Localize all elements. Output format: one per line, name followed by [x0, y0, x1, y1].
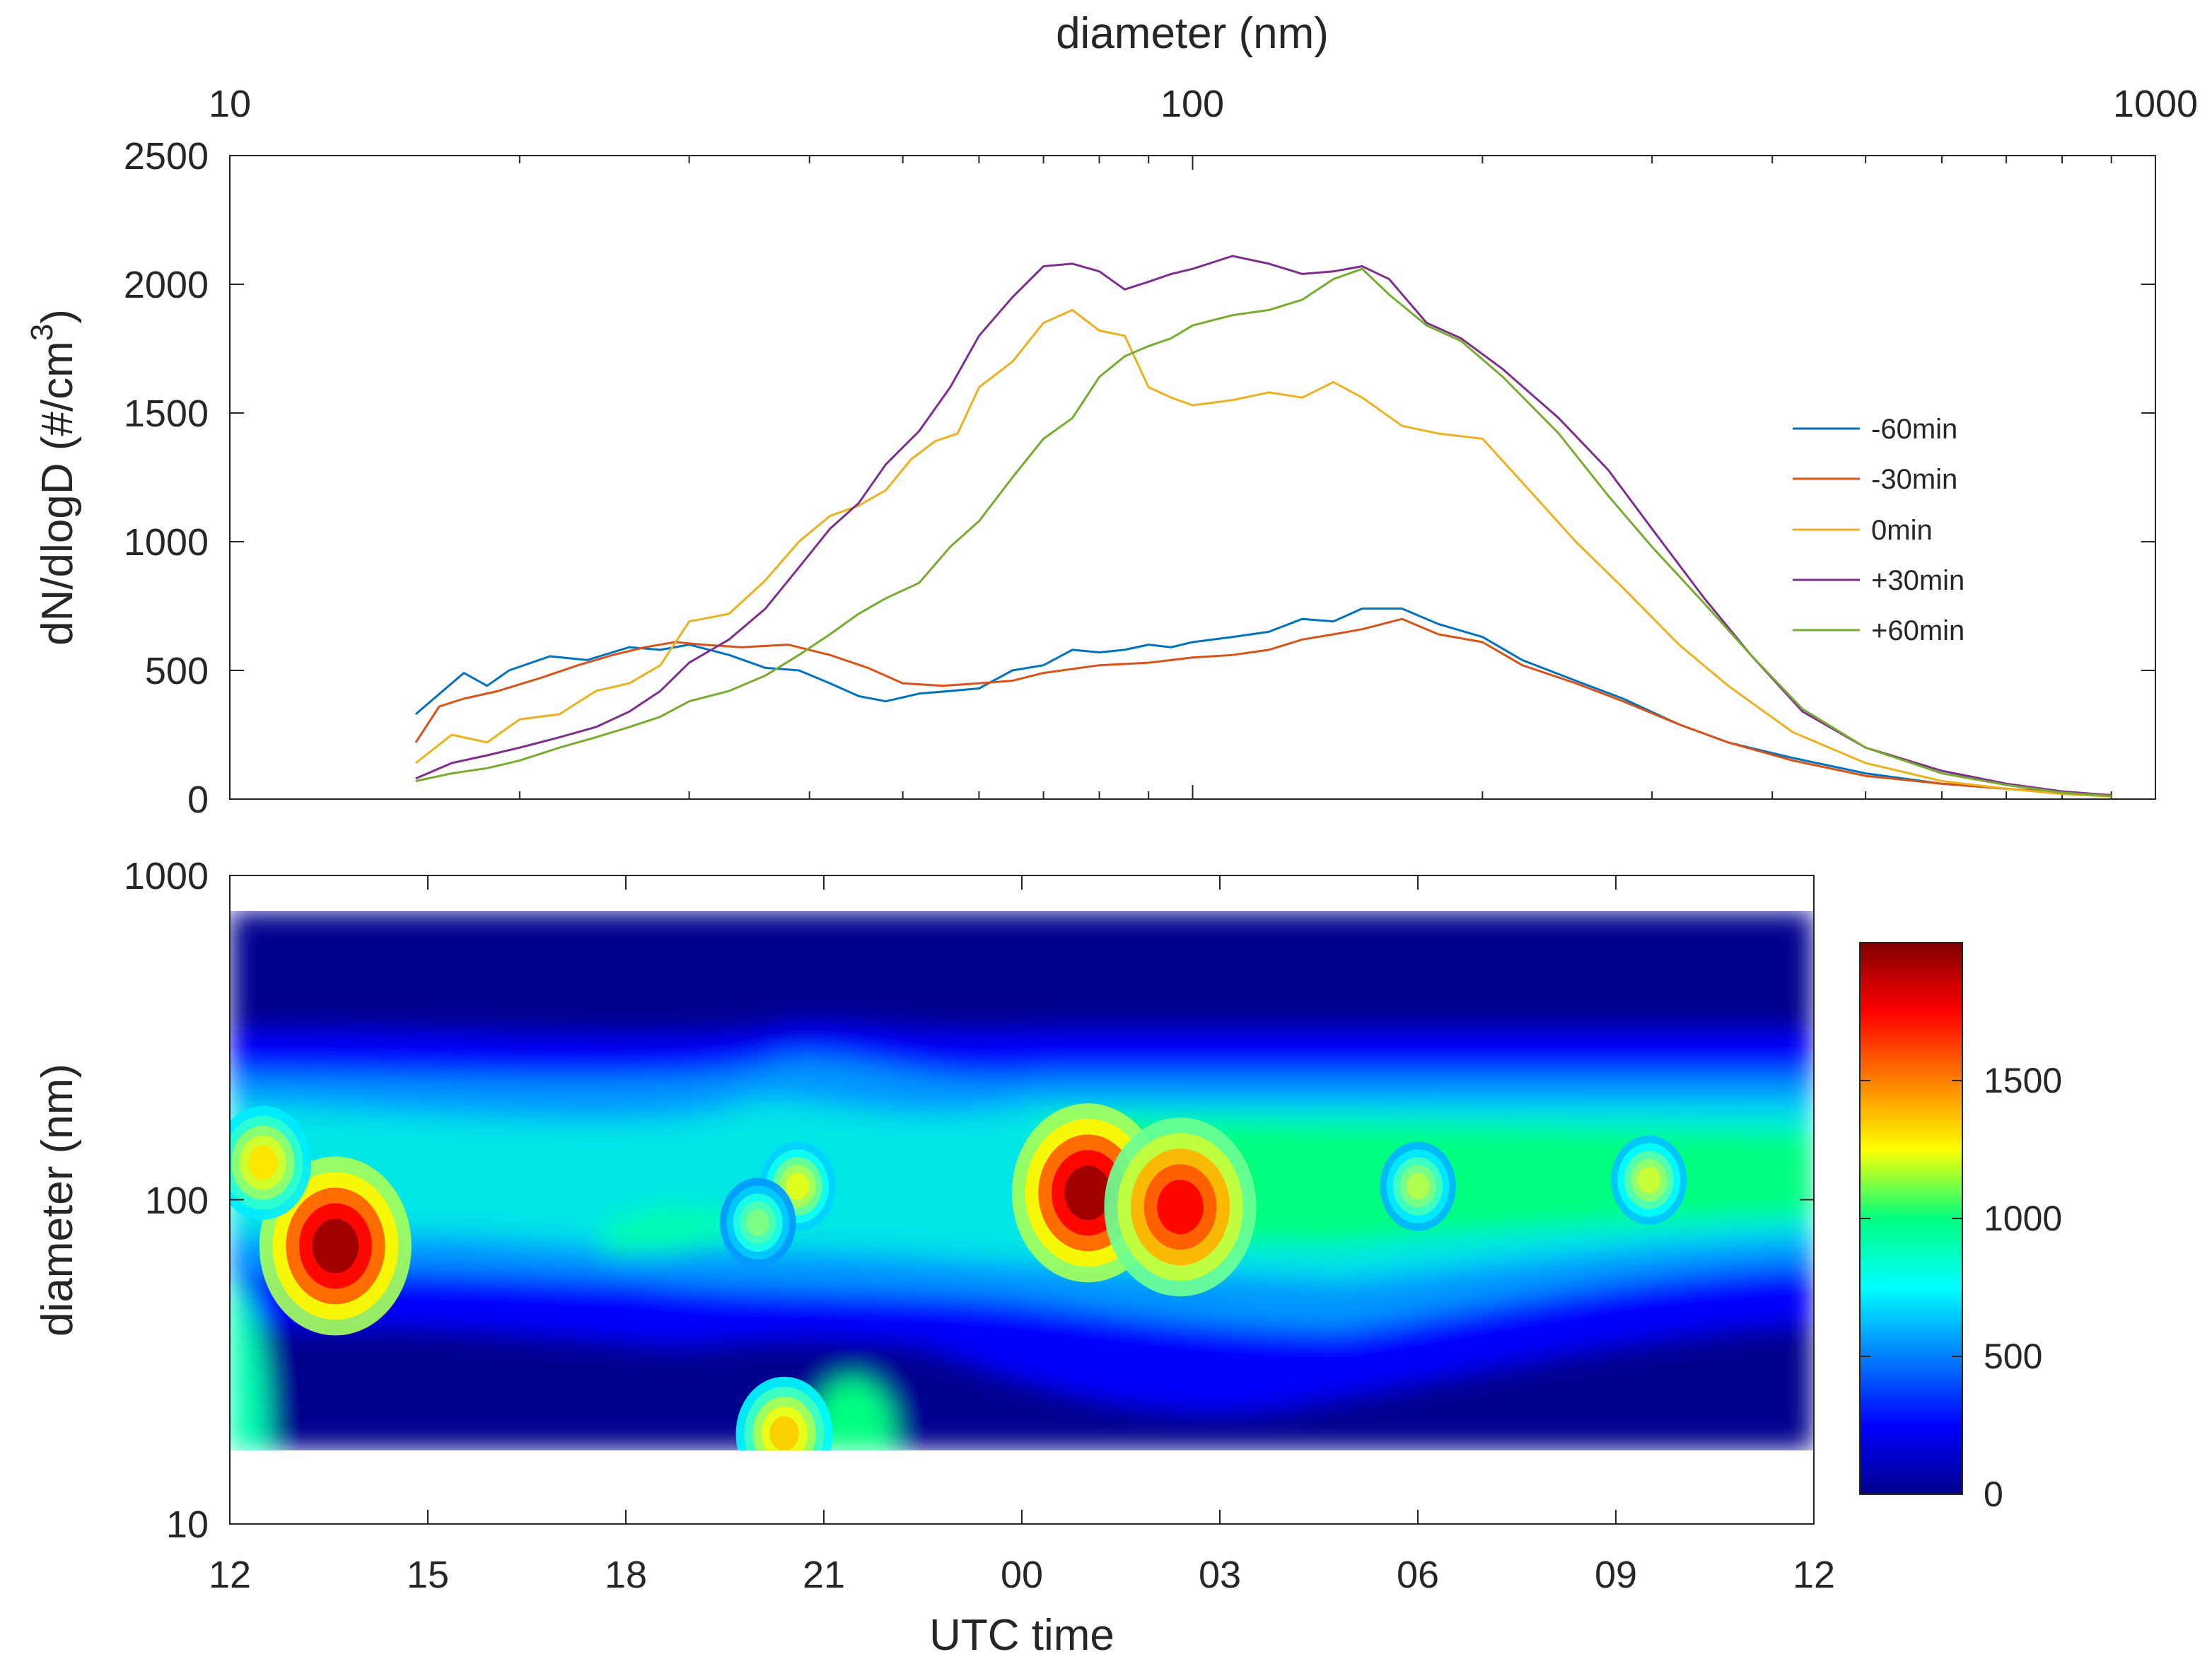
- top-ytick-label: 2000: [124, 264, 209, 306]
- colorbar-tick-label: 1500: [1984, 1061, 2062, 1100]
- colorbar: [1859, 942, 1963, 1495]
- top-ytick-label: 500: [145, 650, 209, 692]
- heatmap-patch: [601, 1205, 743, 1254]
- colorbar-tick-label: 0: [1984, 1474, 2003, 1514]
- top-ticks: [229, 155, 2156, 800]
- top-y-axis-title: dN/dlogD (#/cm3): [25, 309, 82, 646]
- top-ytick-label: 1000: [124, 521, 209, 564]
- legend-label: 0min: [1871, 515, 1933, 546]
- top-x-axis-title: diameter (nm): [1056, 9, 1329, 58]
- heatmap-patch: [230, 1273, 269, 1450]
- heatmap-feature-contour: [746, 1209, 770, 1237]
- heatmap-feature-contour: [248, 1145, 278, 1180]
- bottom-xtick-label: 18: [605, 1554, 647, 1596]
- heatmap-features: [230, 1103, 1687, 1450]
- top-ytick-label: 2500: [124, 135, 209, 178]
- series-line-+30min: [415, 255, 2112, 796]
- bottom-xtick-label: 09: [1595, 1554, 1637, 1596]
- series-line-+60min: [415, 267, 2112, 798]
- bottom-ytick-label: 100: [145, 1180, 209, 1222]
- series-line--30min: [414, 617, 2112, 796]
- bottom-ytick-label: 1000: [124, 855, 209, 897]
- top-xtick-label: 100: [1160, 83, 1224, 125]
- top-ytick-label: 1500: [124, 392, 209, 435]
- legend: -60min -30min 0min +30min +60min: [1793, 414, 1964, 646]
- legend-label: -60min: [1871, 414, 1957, 445]
- heatmap-image: [230, 911, 1814, 1450]
- bottom-xtick-label: 15: [407, 1554, 449, 1596]
- legend-label: -30min: [1871, 464, 1957, 495]
- bottom-x-axis-title: UTC time: [929, 1611, 1114, 1660]
- heatmap-feature-contour: [312, 1218, 359, 1274]
- heatmap-feature-contour: [1406, 1172, 1430, 1200]
- heatmap-feature-contour: [769, 1416, 799, 1450]
- series-line-0min: [414, 308, 2112, 798]
- heatmap-feature-contour: [1064, 1165, 1112, 1221]
- bottom-ytick-label: 10: [166, 1503, 209, 1546]
- heatmap-feature-contour: [1157, 1180, 1204, 1235]
- top-y-axis-title-sup: 3: [25, 324, 59, 341]
- top-y-axis-title-main: dN/dlogD (#/cm: [33, 341, 82, 646]
- bottom-y-axis-title: diameter (nm): [33, 1064, 82, 1337]
- heatmap-feature-contour: [786, 1172, 810, 1200]
- bottom-xtick-label: 06: [1397, 1554, 1439, 1596]
- bottom-ticks: [229, 875, 1815, 1525]
- top-xtick-label: 1000: [2113, 83, 2198, 125]
- top-xtick-label: 10: [209, 83, 251, 125]
- bottom-xtick-label: 12: [1793, 1554, 1835, 1596]
- bottom-xtick-label: 03: [1199, 1554, 1241, 1596]
- bottom-xtick-label: 21: [803, 1554, 845, 1596]
- top-series-group: [414, 255, 2112, 798]
- top-y-axis-title-close: ): [33, 309, 82, 324]
- legend-label: +60min: [1871, 615, 1964, 646]
- bottom-xtick-label: 00: [1001, 1554, 1043, 1596]
- colorbar-tick-label: 500: [1984, 1337, 2042, 1376]
- time-diameter-heatmap-panel: 12 15 18 21 00 03 06 09 12 UTC time 10 1…: [33, 855, 2062, 1660]
- top-plot-area: [229, 155, 2156, 800]
- size-distribution-panel: 10 100 1000 diameter (nm) 0 500 1000 150…: [25, 9, 2198, 821]
- colorbar-tick-label: 1000: [1984, 1199, 2062, 1238]
- bottom-xtick-label: 12: [209, 1554, 251, 1596]
- legend-label: +30min: [1871, 565, 1964, 596]
- top-ytick-label: 0: [187, 779, 209, 821]
- colorbar-ticks: [1860, 1080, 1962, 1495]
- heatmap-feature-contour: [1637, 1166, 1661, 1194]
